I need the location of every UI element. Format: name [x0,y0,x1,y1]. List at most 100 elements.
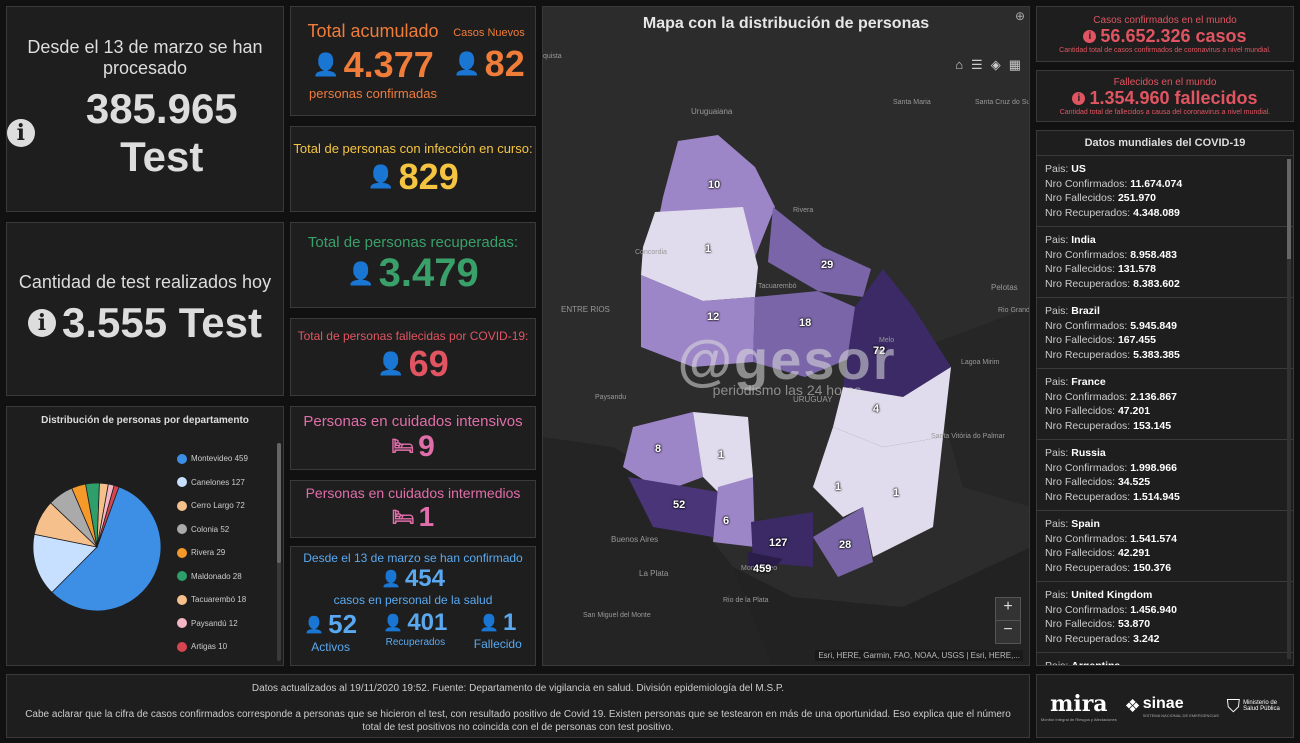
world-list-item[interactable]: Pais: Russia Nro Confirmados: 1.998.966 Nr… [1037,440,1293,511]
legend-item[interactable]: Colonia 52 [177,518,269,542]
sinae-logo: sinae [1142,694,1184,712]
legend-item[interactable]: Cerro Largo 72 [177,494,269,518]
world-list-panel[interactable]: Datos mundiales del COVID-19 Pais: US Nro… [1036,130,1294,666]
map-dept-value: 8 [655,443,662,455]
pie-legend[interactable]: Montevideo 459 Canelones 127 Cerro Largo 7… [177,447,269,659]
map-place-label: Rio Grand [998,307,1030,314]
world-list-item[interactable]: Pais: India Nro Confirmados: 8.958.483 Nro… [1037,227,1293,298]
intensivos-title: Personas en cuidados intensivos [303,412,523,430]
world-list-confirmados: Nro Confirmados: 1.998.966 [1045,461,1177,474]
map-place-label: Melo [879,337,895,344]
layers-icon[interactable]: ◈ [990,57,1001,72]
world-list-fallecidos: Nro Fallecidos: 34.525 [1045,476,1151,488]
world-list-pais: Pais: Argentina [1045,660,1121,666]
person-icon: 👤 [479,615,500,632]
world-list-fallecidos: Nro Fallecidos: 251.970 [1045,192,1156,204]
legend-label: Paysandú 12 [191,618,238,628]
map-place-label: URUGUAY [793,395,833,404]
list-icon[interactable]: ☰ [971,57,983,72]
recuperadas-title: Total de personas recuperadas: [307,234,519,251]
legend-swatch [177,477,187,488]
home-icon[interactable]: ⌂ [955,57,964,72]
map-place-label: quista [543,53,562,60]
msp-logo: Ministerio de Salud Pública [1243,700,1280,712]
salud-fallecido-label: Fallecido [473,637,522,651]
legend-item[interactable]: Canelones 127 [177,471,269,495]
world-list-recuperados: Nro Recuperados: 153.145 [1045,419,1172,432]
zoom-out-button[interactable]: − [1003,621,1013,638]
map-dept-value: 4 [873,403,880,415]
world-list-recuperados: Nro Recuperados: 8.383.602 [1045,277,1180,290]
world-list-item[interactable]: Pais: United Kingdom Nro Confirmados: 1.4… [1037,582,1293,653]
map-place-label: Paysandu [595,394,627,401]
watermark-text: @gesor [677,328,897,391]
sinae-icon: ❖ [1124,695,1141,716]
logos-panel: mira Monitor Integral de Riesgos y Afect… [1036,674,1294,738]
world-list-recuperados: Nro Recuperados: 1.514.945 [1045,490,1180,503]
legend-label: Tacuarembó 18 [191,595,247,605]
dept-lavalleja [813,427,883,517]
zoom-in-button[interactable]: + [996,598,1020,621]
world-list-pais: Pais: India [1045,234,1096,246]
dept-san-jose [713,477,755,547]
person-icon: 👤 [304,616,325,634]
salud-fallecido-value: 1 [503,609,517,636]
map-place-label: Rivera [793,207,814,214]
qr-icon[interactable]: ▦ [1008,57,1021,72]
legend-item[interactable]: Montevideo 459 [177,447,269,471]
salud-activos-value: 52 [328,609,358,639]
world-confirmed-title: Casos confirmados en el mundo [1093,14,1237,26]
dept-pie-panel: Distribución de personas por departament… [6,406,284,666]
world-list-confirmados: Nro Confirmados: 1.541.574 [1045,532,1177,545]
legend-item[interactable]: Tacuarembó 18 [177,588,269,612]
tests-today-value: 3.555 Test [61,298,262,346]
map-dept-value: 1 [893,487,900,499]
world-list-item[interactable]: Pais: Spain Nro Confirmados: 1.541.574 Nro… [1037,511,1293,582]
person-icon: 👤 [383,615,404,632]
legend-scrollbar[interactable] [277,443,281,661]
fallecidas-title: Total de personas fallecidas por COVID-1… [297,329,529,343]
world-list-item[interactable]: Pais: ArgentinaNro Confirmados: 1.310.49… [1037,653,1293,666]
map-dept-value: 1 [705,243,712,255]
mira-logo-sub: Monitor Integral de Riesgos y Afectacion… [1040,716,1117,722]
en-curso-panel: Total de personas con infección en curso… [290,126,536,212]
salud-title: Desde el 13 de marzo se han confirmado [303,551,523,565]
dept-canelones [751,512,813,567]
world-confirmed-caption: Cantidad total de casos confirmados de c… [1059,46,1271,54]
bed-icon: 🛏 [391,436,415,456]
map-canvas[interactable] [543,7,1030,666]
map-place-label: Rio de la Plata [723,597,769,604]
legend-swatch [177,618,187,629]
map-place-label: Concordia [635,249,667,256]
map-place-label: Santa Cruz do Sul [975,99,1030,106]
world-list-item[interactable]: Pais: France Nro Confirmados: 2.136.867 Nr… [1037,369,1293,440]
legend-item[interactable]: Artigas 10 [177,635,269,659]
world-list-item[interactable]: Pais: US Nro Confirmados: 11.674.074 Nro F… [1037,156,1293,227]
legend-swatch [177,524,187,535]
en-curso-value: 829 [398,155,459,197]
map-panel[interactable]: Mapa con la distribución de personas ⊕ ⌂… [542,6,1030,666]
legend-item[interactable]: Maldonado 28 [177,565,269,589]
legend-swatch [177,547,187,558]
dept-durazno [693,412,753,497]
map-place-label: ENTRE RIOS [561,305,610,314]
legend-item[interactable]: Rivera 29 [177,541,269,565]
tests-today-subtitle: Cantidad de test realizados hoy [18,271,272,292]
map-dept-value: 1 [718,449,725,461]
world-list-item[interactable]: Pais: Brazil Nro Confirmados: 5.945.849 Nr… [1037,298,1293,369]
map-dept-value: 29 [821,259,834,271]
map-place-label: Uruguaiana [691,107,733,116]
pie-slice-montevideo[interactable] [51,486,162,612]
pie-slice-canelones[interactable] [32,533,98,593]
world-list-scrollbar[interactable] [1287,159,1291,659]
world-list-confirmados: Nro Confirmados: 5.945.849 [1045,319,1177,332]
person-icon: 👤 [347,260,375,286]
world-list[interactable]: Pais: US Nro Confirmados: 11.674.074 Nro F… [1037,156,1293,666]
expand-icon[interactable]: ⊕ [1014,9,1025,23]
map-dept-value: 52 [673,499,686,511]
pie-slice-artigas[interactable] [96,484,120,548]
legend-item[interactable]: Paysandú 12 [177,612,269,636]
salud-panel: Desde el 13 de marzo se han confirmado 👤… [290,546,536,666]
world-list-fallecidos: Nro Fallecidos: 42.291 [1045,547,1151,559]
map-place-label: San Miguel del Monte [583,612,651,619]
